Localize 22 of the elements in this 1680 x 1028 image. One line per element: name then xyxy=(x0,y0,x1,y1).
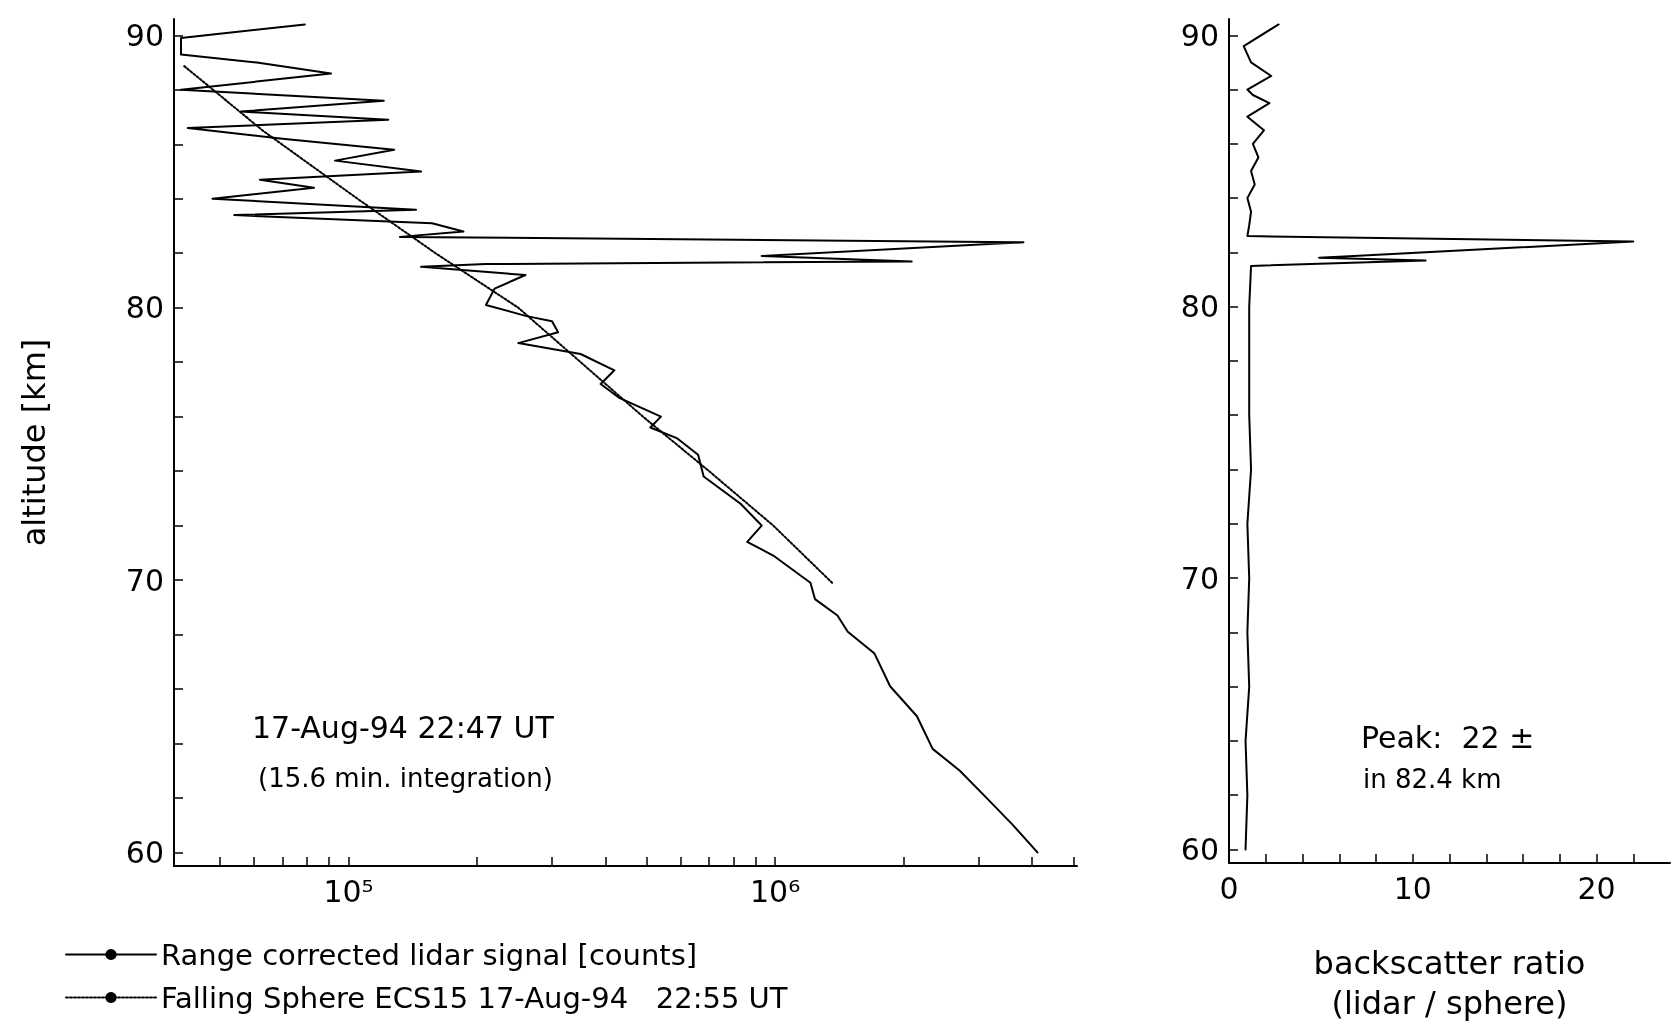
y-tick-label: 70 xyxy=(1180,560,1219,596)
annotation: Peak: 22 ± xyxy=(1361,719,1535,755)
legend-label: Range corrected lidar signal [counts] xyxy=(161,937,698,972)
x-tick-label: 10⁶ xyxy=(750,873,801,909)
y-tick-label: 60 xyxy=(125,834,164,870)
y-tick-label: 90 xyxy=(125,17,164,53)
x-tick-label: 0 xyxy=(1219,870,1239,906)
y-tick-label: 70 xyxy=(125,562,164,598)
x-tick-label: 10⁵ xyxy=(323,873,374,909)
x-tick-label: 20 xyxy=(1577,870,1616,906)
y-tick-label: 90 xyxy=(1180,17,1219,53)
line-series xyxy=(1242,23,1635,851)
annotation: in 82.4 km xyxy=(1363,764,1502,794)
annotation: (15.6 min. integration) xyxy=(258,763,553,793)
y-tick-label: 80 xyxy=(1180,289,1219,325)
x-tick-label: 10 xyxy=(1393,870,1432,906)
legend-label: Falling Sphere ECS15 17-Aug-94 22:55 UT xyxy=(161,980,788,1015)
y-tick-label: 60 xyxy=(1180,831,1219,867)
x-axis-title: backscatter ratio (lidar / sphere) xyxy=(1313,944,1586,1022)
annotation: 17-Aug-94 22:47 UT xyxy=(252,709,555,745)
y-axis-title: altitude [km] xyxy=(15,338,53,547)
y-tick-label: 80 xyxy=(125,290,164,326)
